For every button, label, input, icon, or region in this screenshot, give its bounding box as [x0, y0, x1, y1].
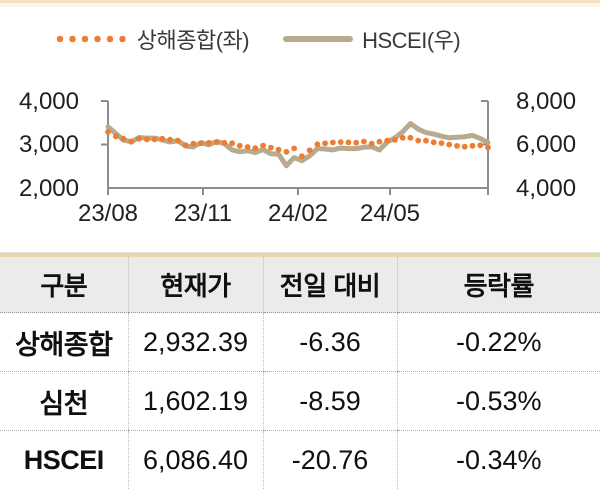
legend-label-shanghai: 상해종합(좌): [137, 23, 249, 55]
left-axis-tick: 2,000: [19, 175, 79, 202]
header-change-rate: 등락률: [397, 255, 600, 313]
chart-series-layer: [105, 124, 491, 166]
index-summary-table: 구분 현재가 전일 대비 등락률 상해종합 2,932.39 -6.36 -0.…: [0, 253, 600, 489]
x-axis-tick: 24/02: [268, 200, 328, 227]
solid-series-swatch-icon: [283, 36, 353, 42]
legend-item-shanghai: 상해종합(좌): [56, 23, 249, 55]
pct-cell: -0.34%: [397, 431, 600, 489]
table-row-shanghai: 상해종합 2,932.39 -6.36 -0.22%: [0, 313, 600, 372]
chart-legend: 상해종합(좌) HSCEI(우): [0, 21, 600, 57]
dotted-series-swatch-icon: [56, 35, 128, 43]
price-cell: 1,602.19: [128, 372, 263, 431]
header-gubun: 구분: [0, 255, 128, 313]
x-axis-tick: 23/11: [174, 200, 232, 227]
header-day-change: 전일 대비: [263, 255, 397, 313]
change-cell: -6.36: [263, 313, 397, 372]
right-axis-tick: 8,000: [516, 88, 576, 115]
table-row-hscei: HSCEI 6,086.40 -20.76 -0.34%: [0, 431, 600, 489]
price-cell: 6,086.40: [128, 431, 263, 489]
index-name-cell: 심천: [0, 372, 128, 431]
header-current-price: 현재가: [128, 255, 263, 313]
x-axis-tick: 23/08: [78, 200, 138, 227]
price-cell: 2,932.39: [128, 313, 263, 372]
index-name-cell: 상해종합: [0, 313, 128, 372]
x-axis-tick: 24/05: [360, 200, 420, 227]
pct-cell: -0.22%: [397, 313, 600, 372]
change-cell: -20.76: [263, 431, 397, 489]
left-axis-tick: 3,000: [19, 131, 79, 158]
index-name-cell: HSCEI: [0, 431, 128, 489]
right-axis-tick: 6,000: [516, 131, 576, 158]
legend-item-hscei: HSCEI(우): [283, 23, 460, 55]
index-summary-table-wrap: 구분 현재가 전일 대비 등락률 상해종합 2,932.39 -6.36 -0.…: [0, 252, 600, 489]
table-header-row: 구분 현재가 전일 대비 등락률: [0, 255, 600, 313]
left-axis-tick: 4,000: [19, 88, 79, 115]
table-row-shenzhen: 심천 1,602.19 -8.59 -0.53%: [0, 372, 600, 431]
top-accent-fade: [0, 3, 600, 7]
change-cell: -8.59: [263, 372, 397, 431]
index-line-chart: 4,000 3,000 2,000 8,000 6,000 4,000 23/0…: [0, 85, 600, 235]
legend-label-hscei: HSCEI(우): [362, 23, 460, 55]
pct-cell: -0.53%: [397, 372, 600, 431]
right-axis-tick: 4,000: [516, 175, 576, 202]
